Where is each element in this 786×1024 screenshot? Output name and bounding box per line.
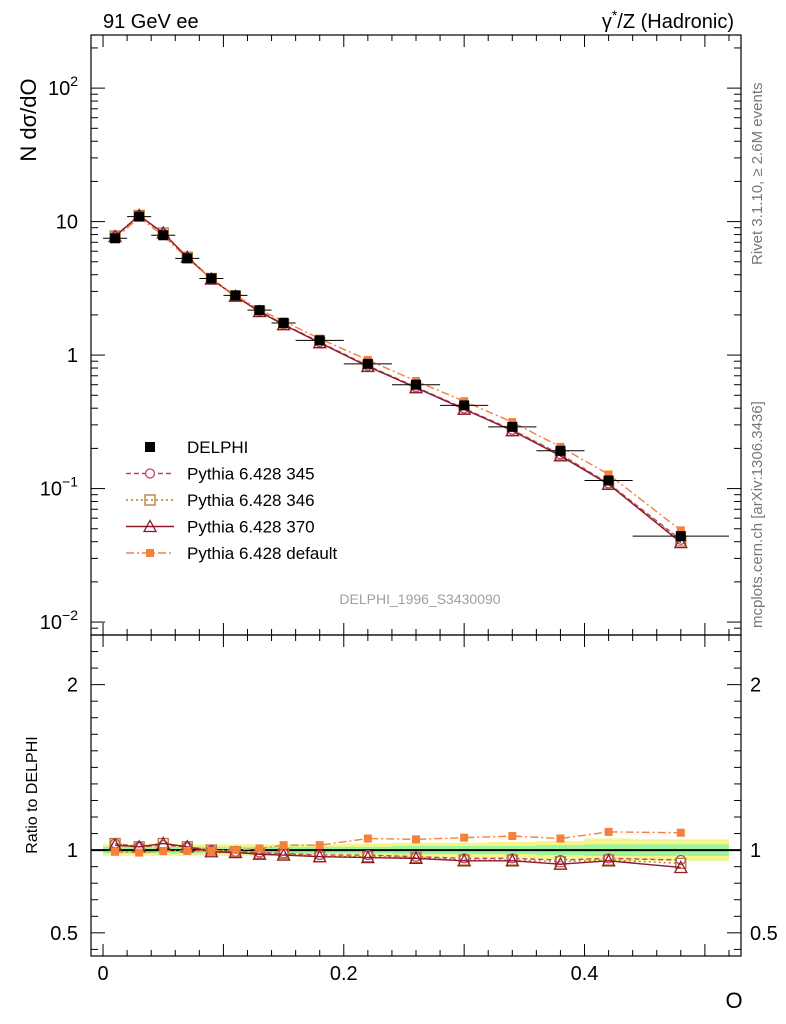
y-tick-label: 1 [67, 345, 78, 367]
x-tick-label: 0 [97, 963, 108, 985]
data-point [254, 305, 265, 316]
ratio-point-3 [159, 846, 168, 855]
ratio-point-3 [676, 828, 685, 837]
ratio-point-3 [135, 848, 144, 857]
ratio-point-3 [111, 847, 120, 856]
ratio-point-2 [505, 853, 520, 867]
ratio-point-3 [363, 834, 372, 843]
y-tick-label: 10 [56, 212, 78, 234]
ratio-point-3 [255, 844, 264, 853]
ratio-point-2 [312, 849, 327, 863]
ratio-point-1 [554, 856, 567, 868]
ratio-point-3 [183, 846, 192, 855]
data-point [603, 475, 614, 486]
ratio-tick-label-right: 0.5 [750, 923, 778, 945]
y-tick-label: 102 [48, 73, 78, 100]
data-point [314, 335, 325, 346]
series-line-3 [114, 216, 682, 531]
data-point [459, 400, 470, 411]
ratio-point-3 [556, 834, 565, 843]
data-point [134, 211, 145, 222]
legend-marker-data [145, 442, 155, 452]
ratio-point-3 [279, 841, 288, 850]
data-point [110, 233, 121, 244]
ratio-point-3 [231, 846, 240, 855]
ratio-tick-label: 1 [67, 840, 78, 862]
y-tick-label: 10−2 [40, 607, 78, 634]
ratio-panel-ticks: 0 0.2 0.4 0.5 0.5 1 1 2 2 [50, 635, 778, 985]
mcplots-label: mcplots.cern.ch [arXiv:1306.3436] [749, 401, 766, 628]
ratio-tick-label-right: 2 [750, 675, 761, 697]
ratio-point-3 [412, 835, 420, 844]
header-left: 91 GeV ee [103, 11, 199, 33]
ratio-point-0 [675, 854, 686, 866]
ratio-point-3 [315, 841, 324, 850]
data-point [411, 379, 421, 390]
analysis-id: DELPHI_1996_S3430090 [339, 591, 500, 607]
ratio-point-2 [408, 851, 424, 865]
series-line-2 [114, 214, 682, 544]
ratio-panel-series [107, 827, 688, 874]
data-point [182, 253, 193, 264]
rivet-label: Rivet 3.1.10, ≥ 2.6M events [749, 83, 766, 266]
ratio-point-2 [601, 853, 616, 867]
main-panel-series [103, 208, 729, 549]
ratio-tick-label-right: 1 [750, 840, 761, 862]
series-point-3 [676, 526, 685, 535]
ratio-point-2 [252, 846, 267, 860]
legend-label-0: Pythia 6.428 345 [187, 465, 315, 484]
legend: DELPHI Pythia 6.428 345 Pythia 6.428 346 Py… [126, 438, 338, 563]
ratio-point-2 [457, 853, 472, 867]
series-point-3 [604, 470, 613, 479]
data-point [158, 230, 169, 241]
ratio-point-2 [673, 860, 688, 874]
data-point [278, 317, 289, 328]
ratio-line-2 [115, 842, 681, 869]
ratio-panel-frame [90, 634, 742, 957]
ratio-point-2 [553, 856, 568, 870]
ratio-point-3 [508, 832, 517, 841]
y-tick-label: 10−1 [40, 474, 78, 501]
series-point-2 [673, 535, 688, 549]
legend-label-data: DELPHI [187, 438, 248, 457]
header-right: γ*/Z (Hadronic) [602, 7, 734, 33]
data-point [230, 290, 241, 301]
legend-label-1: Pythia 6.428 346 [187, 491, 315, 510]
x-tick-label: 0.2 [330, 963, 358, 985]
ratio-line-3 [115, 831, 681, 854]
legend-label-3: Pythia 6.428 default [187, 544, 338, 563]
ratio-panel: 0 0.2 0.4 0.5 0.5 1 1 2 2 [50, 634, 778, 985]
ratio-axis-label: Ratio to DELPHI [24, 736, 41, 853]
ratio-tick-label: 2 [67, 675, 78, 697]
ratio-line-0 [114, 842, 681, 861]
data-point [206, 273, 217, 284]
x-tick-label: 0.4 [571, 963, 599, 985]
legend-marker-2 [142, 519, 158, 533]
data-point [362, 358, 373, 369]
main-panel-ticks: 10−2 10−1 1 10 102 [40, 35, 741, 636]
data-point [675, 531, 686, 542]
main-panel: 10−2 10−1 1 10 102 DELPHI_1996_S3430090 DELP… [40, 34, 742, 636]
ratio-point-2 [276, 847, 291, 861]
ratio-point-1 [675, 857, 687, 869]
y-axis-label: N dσ/dO [16, 78, 41, 161]
legend-marker-3 [146, 549, 154, 557]
legend-label-2: Pythia 6.428 370 [187, 518, 315, 537]
legend-marker-1 [144, 494, 156, 506]
data-point [507, 421, 518, 432]
ratio-point-2 [360, 850, 375, 864]
ratio-point-3 [604, 827, 613, 836]
x-axis-label: O [725, 988, 742, 1013]
ratio-point-3 [207, 846, 216, 855]
data-point [555, 445, 566, 456]
legend-marker-0 [144, 468, 156, 479]
ratio-tick-label: 0.5 [50, 923, 78, 945]
ratio-point-3 [460, 833, 469, 842]
